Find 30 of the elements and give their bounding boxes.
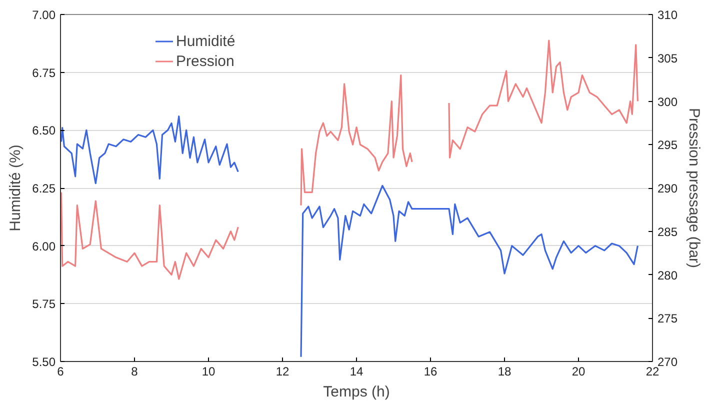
y-tick-label: 7.00 <box>32 8 56 22</box>
y-tick-label: 6.25 <box>32 182 56 196</box>
x-tick-label: 6 <box>57 364 64 378</box>
x-tick-label: 18 <box>498 364 512 378</box>
y2-tick-label: 300 <box>658 94 678 109</box>
y2-tick-label: 280 <box>658 268 678 282</box>
legend-label: Pression <box>176 52 234 70</box>
y-tick-label: 6.00 <box>32 239 56 254</box>
legend-label: Humidité <box>176 32 236 50</box>
y2-tick-label: 270 <box>658 355 678 369</box>
y-tick-label: 5.50 <box>32 355 56 369</box>
x-tick-label: 12 <box>276 364 290 378</box>
y2-tick-label: 290 <box>658 182 678 196</box>
y2-tick-label: 275 <box>658 312 678 326</box>
x-tick-label: 14 <box>350 364 364 378</box>
x-tick-label: 10 <box>202 364 216 378</box>
y2-tick-label: 285 <box>658 224 678 239</box>
y2-tick-label: 295 <box>658 138 678 152</box>
y-tick-label: 6.50 <box>32 124 56 138</box>
y2-tick-label: 305 <box>658 51 678 66</box>
x-axis-title: Temps (h) <box>323 384 390 400</box>
y-tick-label: 6.75 <box>32 66 56 80</box>
x-tick-label: 8 <box>131 364 138 378</box>
x-tick-label: 20 <box>572 364 586 378</box>
x-tick-label: 16 <box>424 364 438 378</box>
y2-axis-title: Pression pressage (bar) <box>686 108 703 268</box>
x-tick-label: 22 <box>646 364 660 378</box>
y-axis-title: Humidité (%) <box>7 144 24 232</box>
y2-tick-label: 310 <box>658 8 678 22</box>
y-tick-label: 5.75 <box>32 297 56 312</box>
